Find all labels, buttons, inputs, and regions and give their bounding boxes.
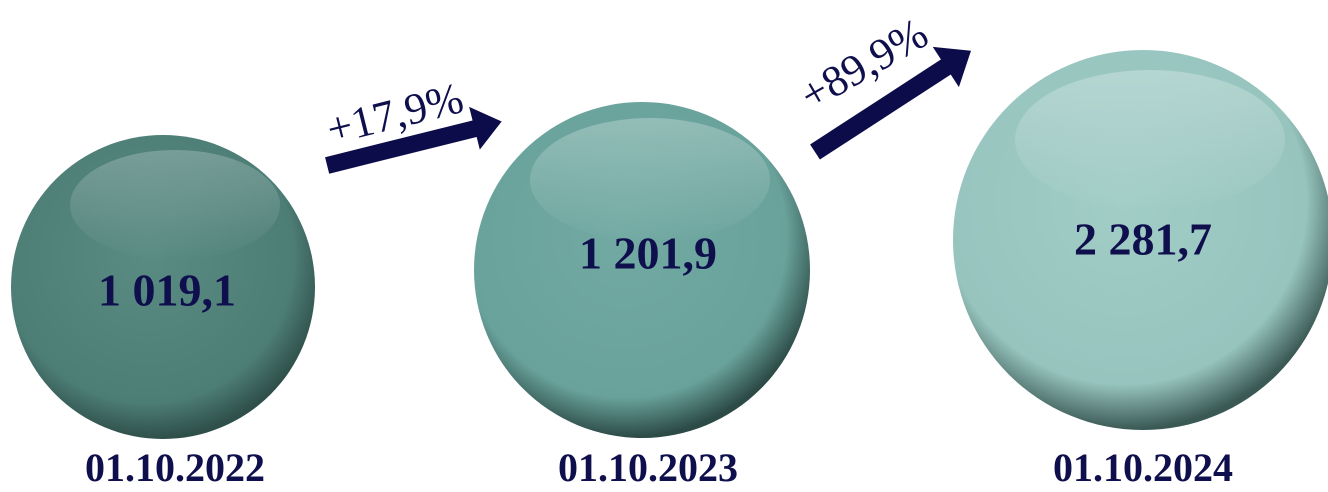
date-label: 01.10.2024 — [1053, 445, 1233, 490]
date-label: 01.10.2023 — [558, 445, 738, 490]
value-label: 2 281,7 — [1074, 214, 1212, 265]
date-label: 01.10.2022 — [85, 445, 265, 490]
change-label: +89,9% — [792, 8, 936, 120]
arrow-1 — [325, 106, 502, 174]
value-label: 1 019,1 — [98, 265, 236, 316]
circle-2 — [474, 102, 810, 438]
circle-1 — [11, 135, 315, 439]
arrow-2 — [810, 46, 971, 160]
circle-3 — [953, 50, 1328, 430]
value-label: 1 201,9 — [579, 228, 717, 279]
